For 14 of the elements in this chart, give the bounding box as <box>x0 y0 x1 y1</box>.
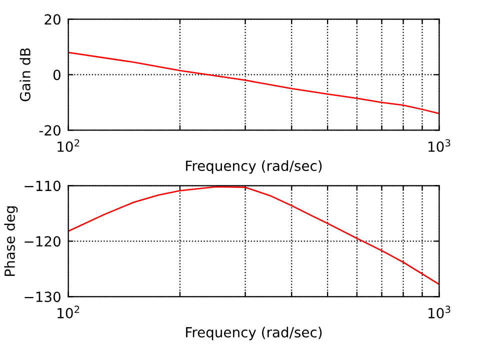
y-tick-label: 20 <box>44 14 60 25</box>
y-axis-title: Gain dB <box>20 48 30 102</box>
x-axis-title: Frequency (rad/sec) <box>186 326 322 340</box>
x-axis-title: Frequency (rad/sec) <box>186 160 322 174</box>
y-tick-label: 0 <box>53 70 60 80</box>
x-tick-label: 10$^{3}$ <box>428 306 450 318</box>
y-tick-label: −120 <box>24 236 60 247</box>
y-tick-label: −130 <box>24 292 60 302</box>
y-tick-label: −110 <box>24 180 60 192</box>
y-tick-label: -20 <box>39 125 60 136</box>
y-axis-title: Phase deg <box>4 206 18 276</box>
x-tick-label: 10$^{3}$ <box>428 139 450 152</box>
x-tick-label: 10$^{2}$ <box>58 139 80 152</box>
x-tick-label: 10$^{2}$ <box>58 306 80 318</box>
